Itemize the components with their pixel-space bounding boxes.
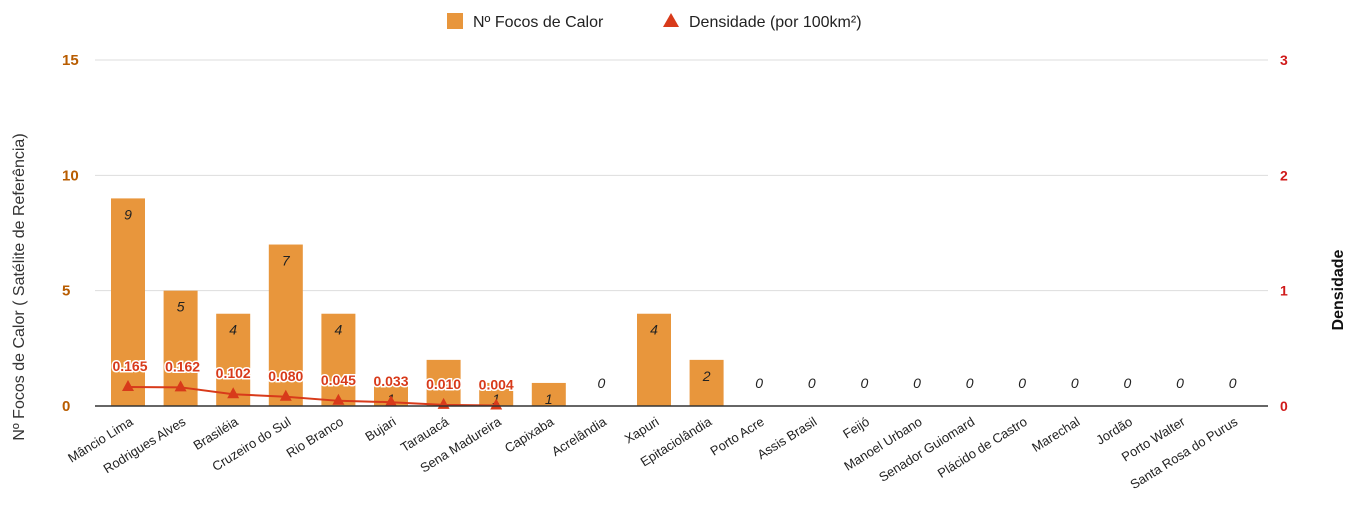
x-tick-label: Plácido de Castro bbox=[935, 414, 1030, 481]
bar-value-label: 4 bbox=[650, 322, 658, 338]
density-point bbox=[385, 395, 397, 407]
bar-value-label: 0 bbox=[1018, 375, 1026, 391]
y-tick-right: 1 bbox=[1280, 283, 1288, 299]
y-tick-left: 5 bbox=[62, 283, 70, 300]
legend-swatch-density bbox=[663, 13, 679, 27]
density-value-label: 0.165 bbox=[112, 358, 147, 374]
density-value-labels: 0.165 0.162 0.102 0.080 0.045 0.033 0.010 0.004 bbox=[111, 356, 515, 394]
bar bbox=[374, 382, 408, 406]
bar-value-label: 0 bbox=[598, 375, 606, 391]
bar bbox=[531, 382, 566, 406]
y-tick-left: 15 bbox=[62, 52, 79, 69]
bar-value-label: 0 bbox=[755, 375, 763, 391]
density-value-label: 0.033 bbox=[373, 373, 408, 389]
y-tick-right: 2 bbox=[1280, 167, 1288, 183]
bar-value-label: 4 bbox=[229, 322, 237, 338]
y-axis-left-label: Nº Focos de Calor ( Satélite de Referênc… bbox=[11, 133, 28, 440]
bar-value-label: 7 bbox=[282, 253, 291, 269]
density-value-label: 0.102 bbox=[216, 365, 251, 381]
bar-value-label: 0 bbox=[1124, 375, 1132, 391]
bar-value-label: 0 bbox=[1229, 375, 1237, 391]
bar-value-label: 4 bbox=[335, 322, 343, 338]
x-tick-label: Jordão bbox=[1093, 414, 1135, 448]
density-value-label: 0.010 bbox=[426, 376, 461, 392]
density-point bbox=[227, 387, 240, 399]
y-axis-right: 0 1 2 3 bbox=[1280, 52, 1288, 414]
bar-value-label: 5 bbox=[177, 299, 185, 315]
bar-value-label: 9 bbox=[124, 206, 132, 222]
y-tick-left: 10 bbox=[62, 167, 79, 184]
y-axis-left: 0 5 10 15 bbox=[62, 52, 79, 415]
x-tick-label: Senador Guiomard bbox=[876, 414, 977, 485]
x-tick-label: Rio Branco bbox=[284, 414, 346, 461]
density-series bbox=[122, 379, 503, 410]
legend-swatch-bars bbox=[447, 13, 463, 29]
x-tick-label: Acrelândia bbox=[549, 413, 610, 459]
x-tick-label: Capixaba bbox=[502, 413, 557, 455]
x-tick-label: Marechal bbox=[1029, 414, 1082, 455]
bar-value-label: 1 bbox=[545, 391, 553, 407]
bar-value-label: 2 bbox=[702, 368, 711, 384]
density-point bbox=[490, 398, 503, 410]
bar bbox=[689, 359, 724, 406]
density-value-label: 0.080 bbox=[268, 368, 303, 384]
bar bbox=[111, 198, 145, 406]
bar bbox=[479, 382, 514, 406]
density-point bbox=[279, 389, 292, 401]
bar bbox=[321, 313, 356, 406]
bar-value-label: 0 bbox=[1071, 375, 1079, 391]
y-tick-left: 0 bbox=[62, 398, 70, 415]
density-value-label: 0.045 bbox=[321, 372, 356, 388]
bar-value-label: 0 bbox=[808, 375, 816, 391]
bar-value-label: 0 bbox=[861, 375, 869, 391]
density-point bbox=[332, 393, 345, 405]
x-tick-label: Xapuri bbox=[622, 414, 662, 447]
density-point bbox=[122, 379, 134, 391]
density-line bbox=[127, 385, 497, 407]
bar-series bbox=[111, 198, 724, 406]
density-value-label: 0.004 bbox=[479, 377, 514, 393]
bar-value-label: 0 bbox=[966, 375, 974, 391]
bar bbox=[637, 313, 671, 406]
y-axis-right-label: Densidade bbox=[1330, 249, 1347, 330]
x-tick-label: Bujari bbox=[362, 414, 398, 444]
density-value-label: 0.162 bbox=[165, 358, 200, 374]
legend-label-bars: Nº Focos de Calor bbox=[473, 14, 604, 31]
y-tick-right: 3 bbox=[1280, 52, 1288, 68]
legend: Nº Focos de Calor Densidade (por 100km²) bbox=[447, 13, 862, 31]
y-tick-right: 0 bbox=[1280, 398, 1288, 414]
bar bbox=[268, 244, 303, 406]
bar-value-label: 0 bbox=[913, 375, 921, 391]
x-tick-label: Feijó bbox=[840, 414, 872, 442]
bar-value-labels: 954741110420000000000 bbox=[124, 206, 1237, 407]
density-point bbox=[174, 380, 187, 392]
legend-label-density: Densidade (por 100km²) bbox=[689, 14, 862, 31]
x-tick-label: Assis Brasil bbox=[754, 414, 819, 462]
bar-value-label: 0 bbox=[1176, 375, 1184, 391]
